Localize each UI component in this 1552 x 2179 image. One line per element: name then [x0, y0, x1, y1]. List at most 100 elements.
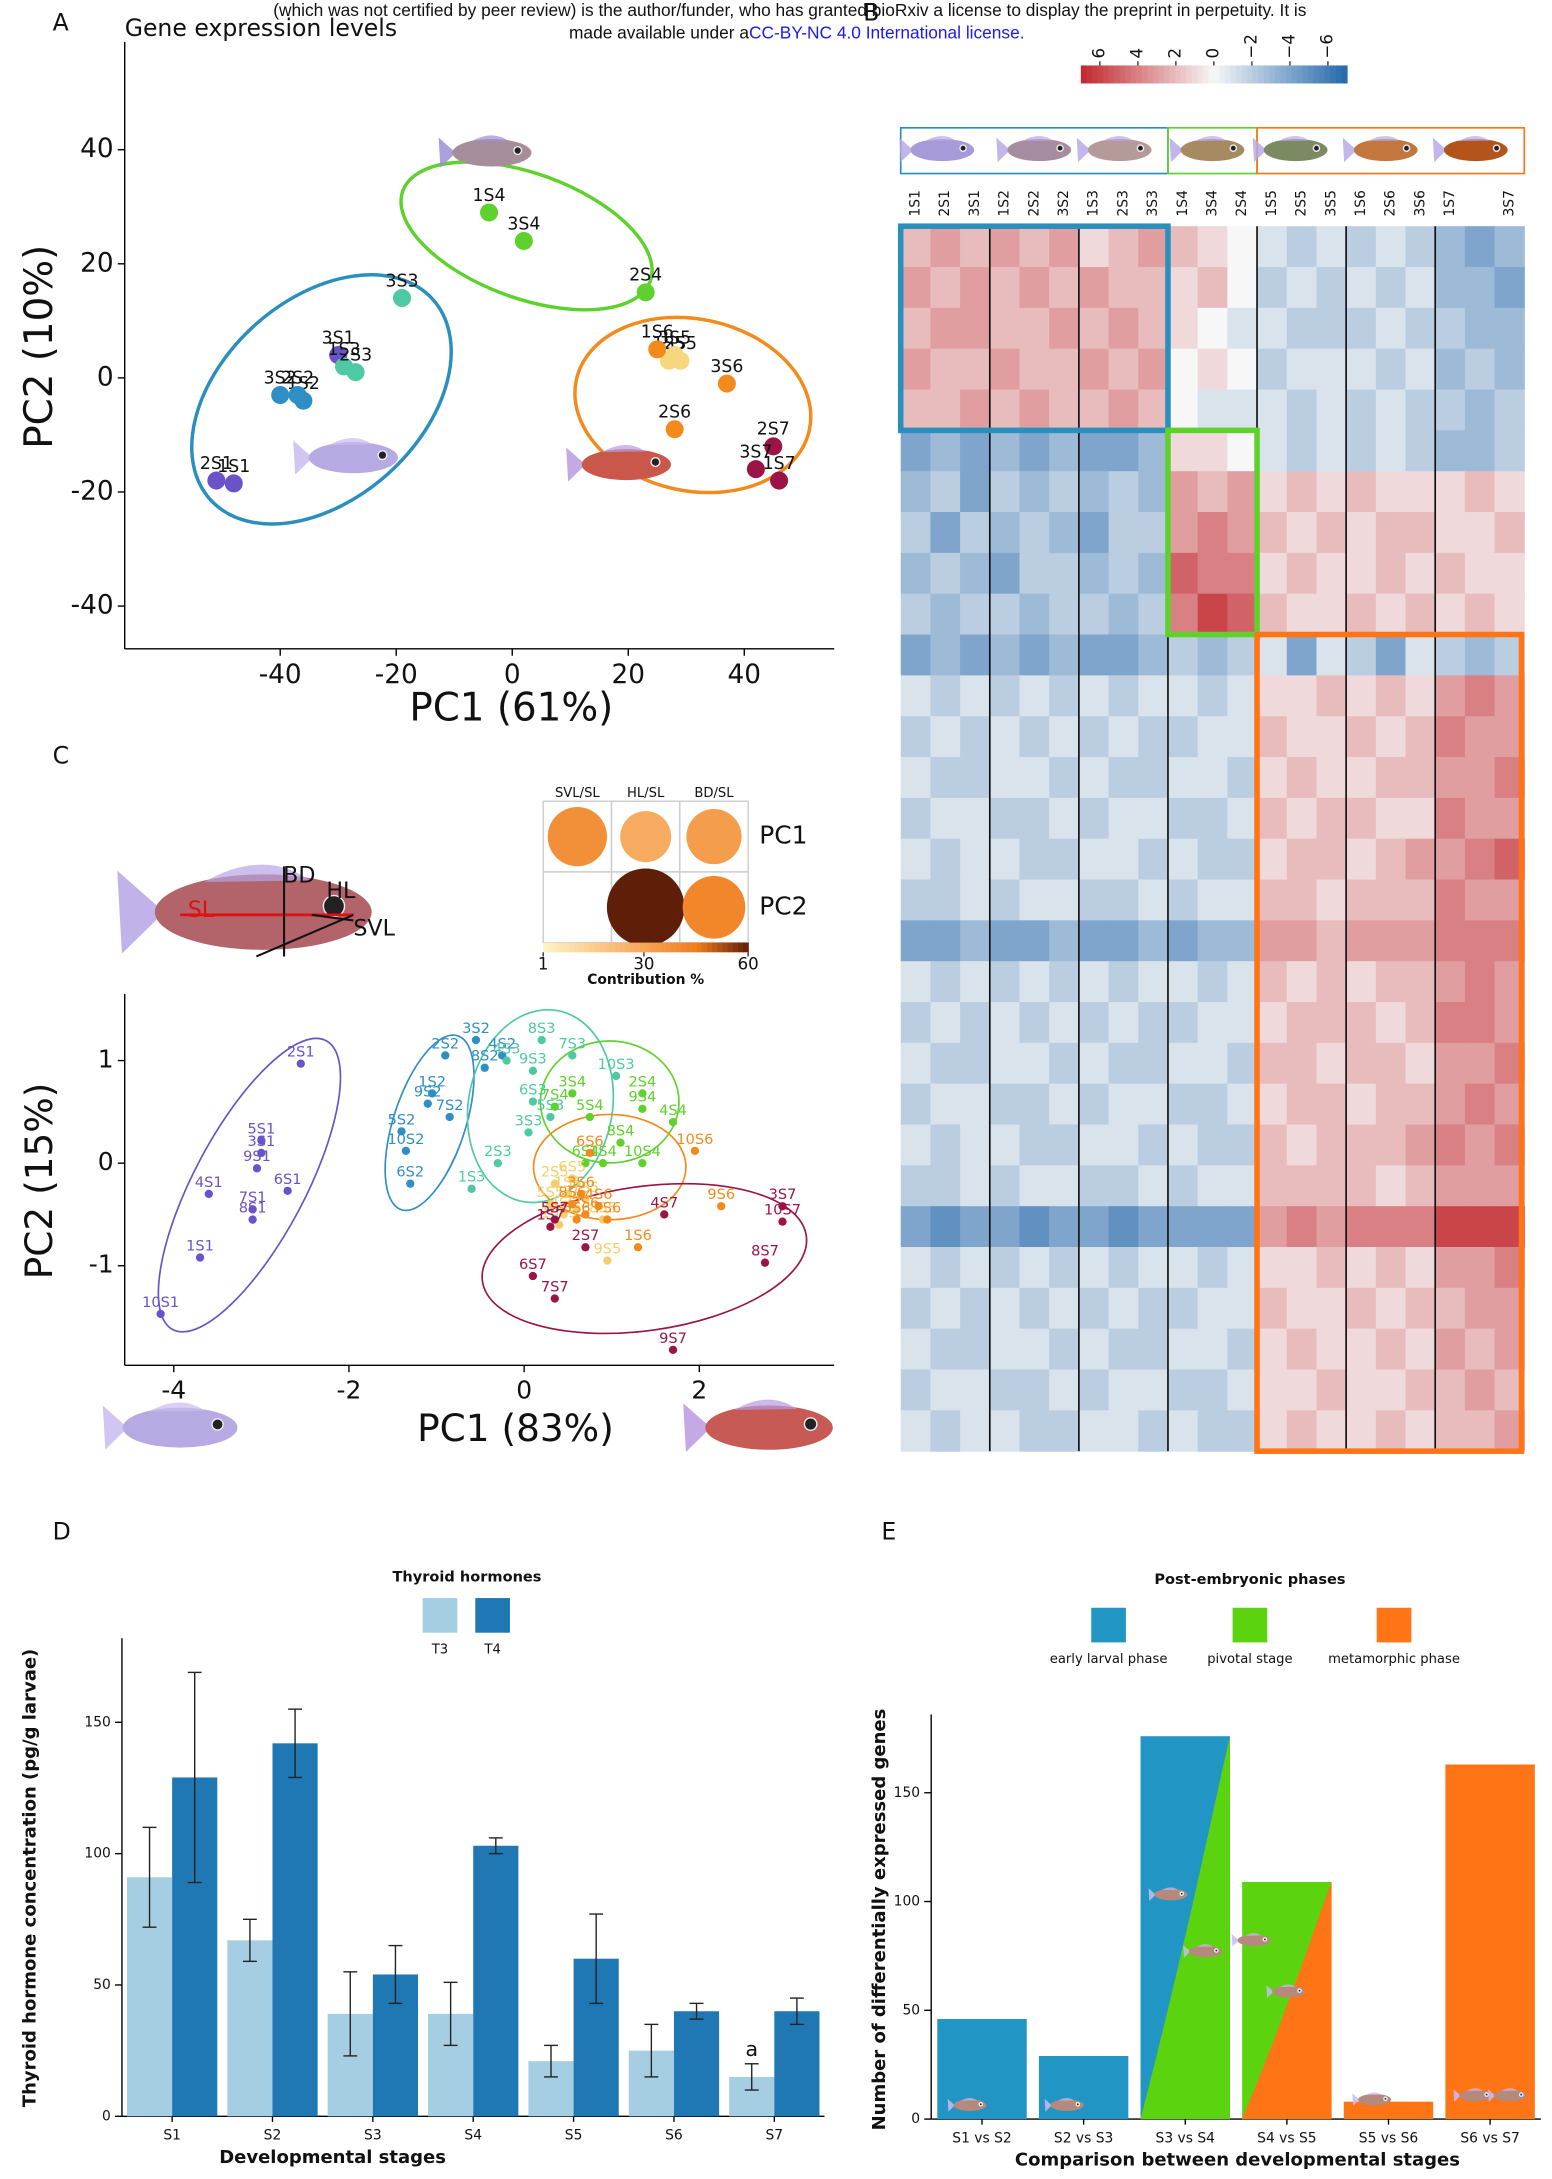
heat-cell: [1257, 1206, 1288, 1248]
heat-cell: [1049, 1002, 1080, 1044]
heat-cell: [1108, 471, 1139, 513]
heat-cell: [960, 1410, 991, 1452]
heat-cell: [1286, 797, 1317, 840]
heat-cell: [1049, 1042, 1080, 1085]
point: [764, 437, 783, 456]
heat-cell: [1435, 1369, 1466, 1411]
heat-cell: [1375, 634, 1407, 676]
heat-cell: [1375, 471, 1407, 513]
point: [603, 1256, 612, 1265]
colorbar-segment: [712, 942, 719, 953]
heat-cell: [1346, 512, 1377, 554]
heat-cell: [989, 634, 1021, 676]
heat-cell: [900, 1410, 931, 1452]
heat-cell: [1464, 797, 1496, 840]
heat-cell: [1167, 1165, 1199, 1207]
license-link[interactable]: CC-BY-NC 4.0 International license.: [749, 22, 1025, 42]
heat-cell: [900, 634, 931, 676]
point: [471, 1035, 481, 1045]
heat-cell: [960, 1002, 991, 1044]
heat-cell: [900, 1247, 931, 1289]
heat-cell: [1138, 593, 1169, 636]
heat-cell: [1435, 1165, 1466, 1207]
point-label: 5S2: [388, 1111, 416, 1128]
heat-cell: [1019, 471, 1050, 513]
heat-cell: [1375, 389, 1407, 431]
heat-cell: [1405, 797, 1436, 840]
point: [760, 1258, 770, 1267]
heat-cell: [1464, 1410, 1496, 1452]
point-label: 8S6: [558, 1184, 586, 1201]
heat-cell: [1108, 797, 1139, 840]
heat-cell: [1019, 389, 1050, 431]
heat-cell: [930, 1410, 961, 1452]
colorbar-segment: [620, 942, 626, 953]
point: [648, 340, 667, 359]
heat-cell: [930, 797, 961, 840]
point-label: 10S3: [598, 1056, 635, 1073]
heat-cell: [1346, 1369, 1377, 1411]
heat-cell: [1257, 267, 1288, 309]
colorbar-segment: [594, 942, 601, 953]
heat-cell: [1227, 1124, 1258, 1166]
cluster-box: [897, 223, 1171, 434]
heat-cell: [989, 675, 1021, 717]
heat-cell: [1227, 1369, 1258, 1411]
heat-cell: [1286, 1124, 1317, 1166]
point: [550, 1215, 559, 1224]
point: [668, 1117, 678, 1127]
heat-cell: [960, 1206, 991, 1248]
heat-cell: [1019, 1410, 1050, 1452]
heat-cell: [1346, 348, 1377, 391]
heat-cell: [1108, 1247, 1139, 1289]
heat-cell: [989, 1328, 1021, 1371]
heat-cell: [1108, 757, 1139, 799]
fish-eye: [978, 2101, 984, 2107]
heat-cell: [1435, 1247, 1466, 1289]
heat-cell: [1405, 348, 1436, 391]
point: [581, 1243, 590, 1252]
heat-cell: [1405, 1083, 1436, 1126]
fish-tail: [899, 137, 914, 163]
matrix-cell: [542, 871, 613, 944]
heat-cell: [1049, 675, 1080, 717]
heat-cell: [1049, 307, 1080, 350]
heat-cell: [1435, 471, 1466, 513]
fish-tail: [1183, 1945, 1191, 1958]
heat-cell: [1435, 1206, 1466, 1248]
heat-cell: [1019, 226, 1050, 268]
heat-cell: [1346, 1328, 1377, 1371]
heat-cell: [1464, 1206, 1496, 1248]
fish-body: [1493, 2089, 1528, 2102]
heat-cell: [1435, 1042, 1466, 1085]
fish-fin: [1279, 1984, 1296, 1987]
fish-tail: [566, 447, 586, 482]
heat-cell: [1286, 634, 1317, 676]
heat-cell: [1019, 1206, 1050, 1248]
legend-label: T4: [483, 1642, 500, 1657]
fish-tail: [1252, 137, 1267, 163]
fish-eye: [377, 450, 388, 461]
point-label: 2S1: [287, 1044, 315, 1061]
heat-cell: [1138, 879, 1169, 921]
heat-cell: [1435, 838, 1466, 881]
heat-cell: [1078, 1287, 1110, 1330]
legend-swatch: [1091, 1607, 1126, 1643]
heat-cell: [1078, 552, 1110, 595]
point: [603, 1215, 612, 1224]
fish-icon: [1183, 1944, 1223, 1958]
colorbar-segment: [568, 942, 575, 953]
heat-cell: [1108, 552, 1139, 595]
point-label: 4S2: [488, 1035, 516, 1052]
panel-label: D: [53, 1517, 71, 1545]
colorbar-segment: [1186, 65, 1193, 84]
colorbar-segment: [1086, 65, 1093, 84]
column-label: 1S4: [1175, 190, 1191, 217]
heat-cell: [1286, 226, 1317, 268]
heat-cell: [1167, 920, 1199, 962]
heat-cell: [1167, 757, 1199, 799]
fish-body: [452, 139, 532, 167]
heat-cell: [900, 716, 931, 758]
heat-cell: [1375, 307, 1407, 350]
